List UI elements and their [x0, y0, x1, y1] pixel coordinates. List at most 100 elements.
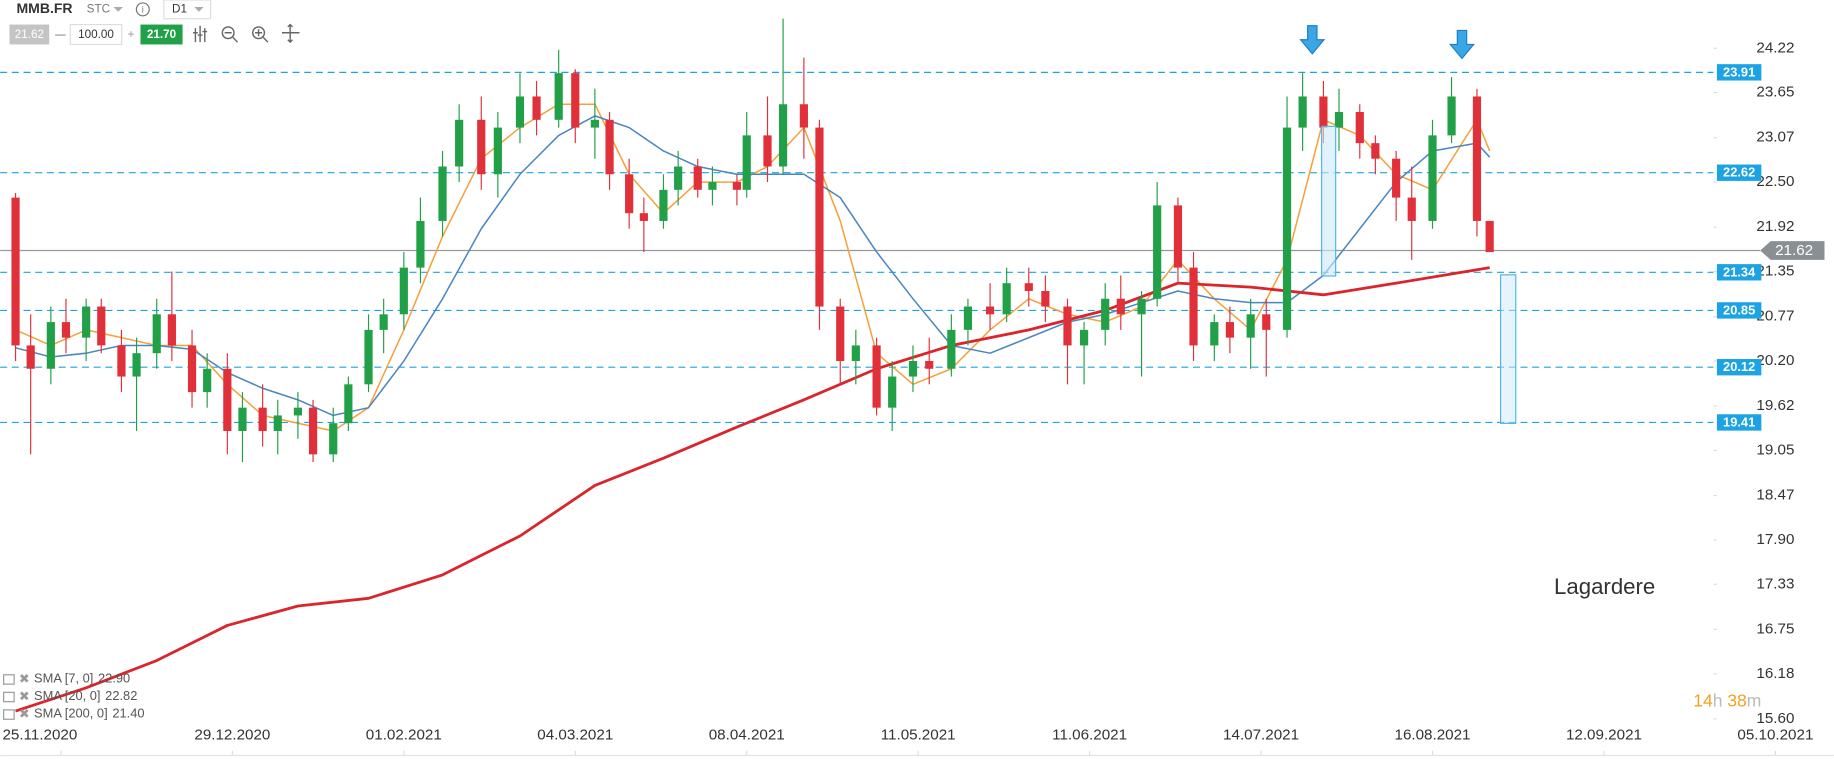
sma-line — [15, 266, 1490, 713]
candle-body — [117, 345, 126, 377]
y-tick-label: 23.07 — [1756, 129, 1794, 146]
y-tick-label: 18.47 — [1756, 487, 1794, 504]
legend-name: SMA [7, 0] — [34, 671, 93, 686]
legend-close: ✖ — [19, 671, 30, 686]
x-tick-label: 14.07.2021 — [1223, 727, 1299, 744]
candle-body — [625, 174, 634, 214]
candle-body — [416, 220, 425, 268]
candle-body — [571, 73, 580, 128]
legend-close: ✖ — [19, 688, 30, 703]
sma-line — [15, 103, 1491, 432]
candle-body — [985, 306, 995, 315]
candle-body — [888, 376, 897, 408]
legend-close: ✖ — [19, 706, 30, 721]
candle-body — [97, 306, 106, 346]
timer-minutes-unit: m — [1747, 690, 1762, 710]
x-tick-label: 11.06.2021 — [1052, 727, 1127, 744]
y-tick-label: 22.50 — [1756, 173, 1794, 190]
candle-body — [344, 384, 353, 424]
legend-value: 22.82 — [105, 688, 137, 703]
candle-body — [1225, 322, 1234, 338]
volume-box[interactable] — [69, 23, 123, 46]
volume[interactable]: 100.00 — [78, 28, 114, 41]
level-badge — [1716, 414, 1762, 431]
info-icon[interactable] — [135, 2, 150, 17]
y-tick-label: 23.65 — [1756, 84, 1794, 101]
candle-body — [82, 306, 91, 338]
interval-box[interactable] — [163, 0, 212, 20]
candle-body — [1262, 314, 1271, 330]
level-label: 20.12 — [1723, 359, 1755, 374]
candle-body — [308, 407, 318, 455]
level-badge — [1716, 64, 1762, 81]
ask[interactable]: 21.70 — [147, 28, 177, 41]
legend-entry: SMA [7, 0] 22.90 — [34, 671, 130, 686]
y-tick-label: 15.60 — [1756, 710, 1794, 727]
candle-body — [152, 314, 161, 354]
candle-body — [1319, 96, 1328, 128]
candle-body — [799, 104, 808, 128]
candle-body — [742, 135, 751, 190]
candle-layer — [11, 18, 1494, 463]
candle-body — [590, 119, 599, 128]
candle-body — [203, 368, 212, 393]
candle-body — [1079, 329, 1089, 346]
symbol-kind[interactable]: STC — [87, 2, 110, 15]
tool-icons[interactable] — [193, 23, 300, 44]
candle-body — [46, 322, 55, 369]
candle-body — [364, 329, 373, 385]
plus-icon[interactable]: + — [128, 28, 135, 41]
candle-body — [963, 306, 973, 330]
legend-name: SMA [200, 0] — [34, 706, 108, 721]
y-tick-label: 21.92 — [1756, 218, 1794, 235]
candle-body — [293, 407, 303, 416]
timer-minutes: 38 — [1727, 690, 1747, 710]
candle-body — [1101, 298, 1110, 330]
candle-body — [1210, 322, 1219, 346]
candle-body — [605, 119, 614, 175]
ask-box[interactable] — [140, 24, 183, 45]
candle-body — [947, 329, 956, 369]
candle-body — [438, 166, 447, 221]
y-tick-label: 20.77 — [1756, 308, 1794, 325]
candle-body — [1447, 96, 1456, 136]
candle-body — [1355, 112, 1364, 144]
symbol[interactable]: MMB.FR — [16, 0, 72, 16]
candle-body — [379, 314, 388, 330]
candle-body — [167, 314, 176, 346]
y-tick-label: 19.05 — [1756, 441, 1794, 458]
interval[interactable]: D1 — [172, 2, 187, 15]
candle-body — [515, 96, 525, 128]
level-badge — [1716, 302, 1762, 319]
bid-box[interactable] — [9, 24, 50, 45]
bid[interactable]: 21.62 — [15, 28, 44, 41]
level-badge — [1716, 164, 1762, 181]
legend-value: 22.90 — [98, 671, 130, 686]
level-badge — [1716, 359, 1762, 376]
candle-body — [132, 353, 141, 377]
x-tick-label: 04.03.2021 — [537, 727, 613, 744]
y-tick-label: 20.20 — [1756, 352, 1794, 369]
dropdown-icon[interactable] — [113, 7, 123, 12]
legend-icon — [3, 691, 15, 703]
toolbar: MMB.FR STC i D1 21.62 100.00 + 21.70 — [9, 0, 300, 46]
chart-title: Lagardere — [1554, 574, 1655, 599]
candle-body — [851, 345, 860, 361]
candle-body — [1173, 205, 1183, 268]
legend-value: 21.40 — [112, 706, 144, 721]
candle-body — [1153, 205, 1162, 299]
legend-entry: SMA [200, 0] 21.40 — [34, 706, 145, 721]
dropdown-icon[interactable] — [194, 7, 204, 12]
candle-body — [1298, 96, 1307, 128]
candle-body — [763, 135, 772, 167]
candle-body — [1024, 283, 1033, 291]
timer: 14h 38m — [1693, 690, 1761, 710]
level-label: 22.62 — [1723, 165, 1755, 180]
candle-body — [908, 360, 918, 377]
candle-body — [659, 189, 668, 221]
candle-body — [639, 213, 648, 221]
level-label: 23.91 — [1723, 64, 1755, 79]
y-tick-label: 19.62 — [1756, 397, 1794, 414]
